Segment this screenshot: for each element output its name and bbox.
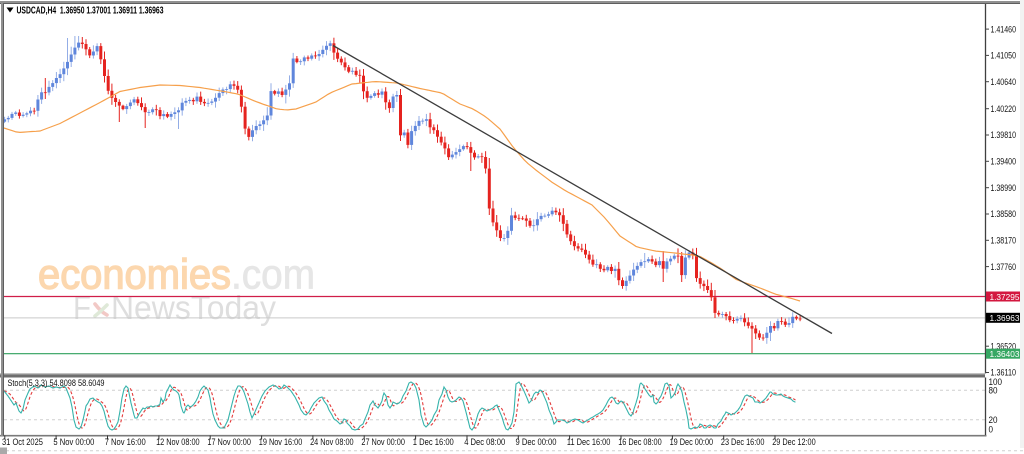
svg-text:.com: .com	[231, 251, 315, 298]
svg-text:27 Nov 00:00: 27 Nov 00:00	[361, 437, 405, 447]
svg-text:1.40220: 1.40220	[991, 104, 1017, 114]
svg-text:USDCAD,H4 1.36950 1.37001 1.3: USDCAD,H4 1.36950 1.37001 1.36911 1.3696…	[17, 6, 164, 17]
svg-text:12 Nov 08:00: 12 Nov 08:00	[156, 437, 200, 447]
svg-text:1.36110: 1.36110	[991, 368, 1017, 378]
svg-text:9 Dec 00:00: 9 Dec 00:00	[516, 437, 557, 447]
svg-text:1.41050: 1.41050	[991, 51, 1017, 61]
svg-text:1.38170: 1.38170	[991, 236, 1017, 246]
svg-text:0: 0	[989, 424, 994, 434]
svg-text:23 Dec 16:00: 23 Dec 16:00	[721, 437, 765, 447]
svg-text:80: 80	[989, 386, 998, 396]
svg-text:19 Dec 00:00: 19 Dec 00:00	[670, 437, 714, 447]
svg-text:24 Nov 08:00: 24 Nov 08:00	[310, 437, 354, 447]
svg-text:NewsToday: NewsToday	[111, 289, 276, 326]
svg-text:1.41460: 1.41460	[991, 24, 1017, 34]
svg-text:1.36403: 1.36403	[990, 349, 1020, 359]
svg-text:1.37760: 1.37760	[991, 262, 1017, 272]
svg-text:17 Nov 00:00: 17 Nov 00:00	[207, 437, 251, 447]
svg-text:5 Nov 00:00: 5 Nov 00:00	[53, 437, 94, 447]
svg-text:100: 100	[989, 377, 1003, 387]
svg-text:1 Dec 16:00: 1 Dec 16:00	[413, 437, 454, 447]
svg-text:F: F	[73, 289, 91, 326]
svg-text:16 Dec 08:00: 16 Dec 08:00	[618, 437, 662, 447]
svg-text:1.36520: 1.36520	[991, 341, 1017, 351]
svg-text:1.38990: 1.38990	[991, 183, 1017, 193]
svg-text:1.40640: 1.40640	[991, 77, 1017, 87]
svg-text:economies: economies	[38, 251, 231, 298]
svg-text:29 Dec 12:00: 29 Dec 12:00	[772, 437, 816, 447]
svg-text:1.37295: 1.37295	[990, 292, 1020, 302]
svg-text:1.38580: 1.38580	[991, 209, 1017, 219]
svg-text:11 Dec 16:00: 11 Dec 16:00	[567, 437, 611, 447]
svg-text:20: 20	[989, 415, 998, 425]
svg-text:19 Nov 16:00: 19 Nov 16:00	[259, 437, 303, 447]
svg-text:1.36963: 1.36963	[990, 313, 1020, 323]
svg-text:1.39810: 1.39810	[991, 130, 1017, 140]
svg-text:31 Oct 2025: 31 Oct 2025	[2, 437, 43, 447]
svg-text:1.39400: 1.39400	[991, 157, 1017, 167]
svg-text:4 Dec 08:00: 4 Dec 08:00	[464, 437, 505, 447]
svg-text:Stoch(5,3,3) 54.8098 58.6049: Stoch(5,3,3) 54.8098 58.6049	[8, 378, 105, 388]
svg-text:7 Nov 16:00: 7 Nov 16:00	[105, 437, 146, 447]
